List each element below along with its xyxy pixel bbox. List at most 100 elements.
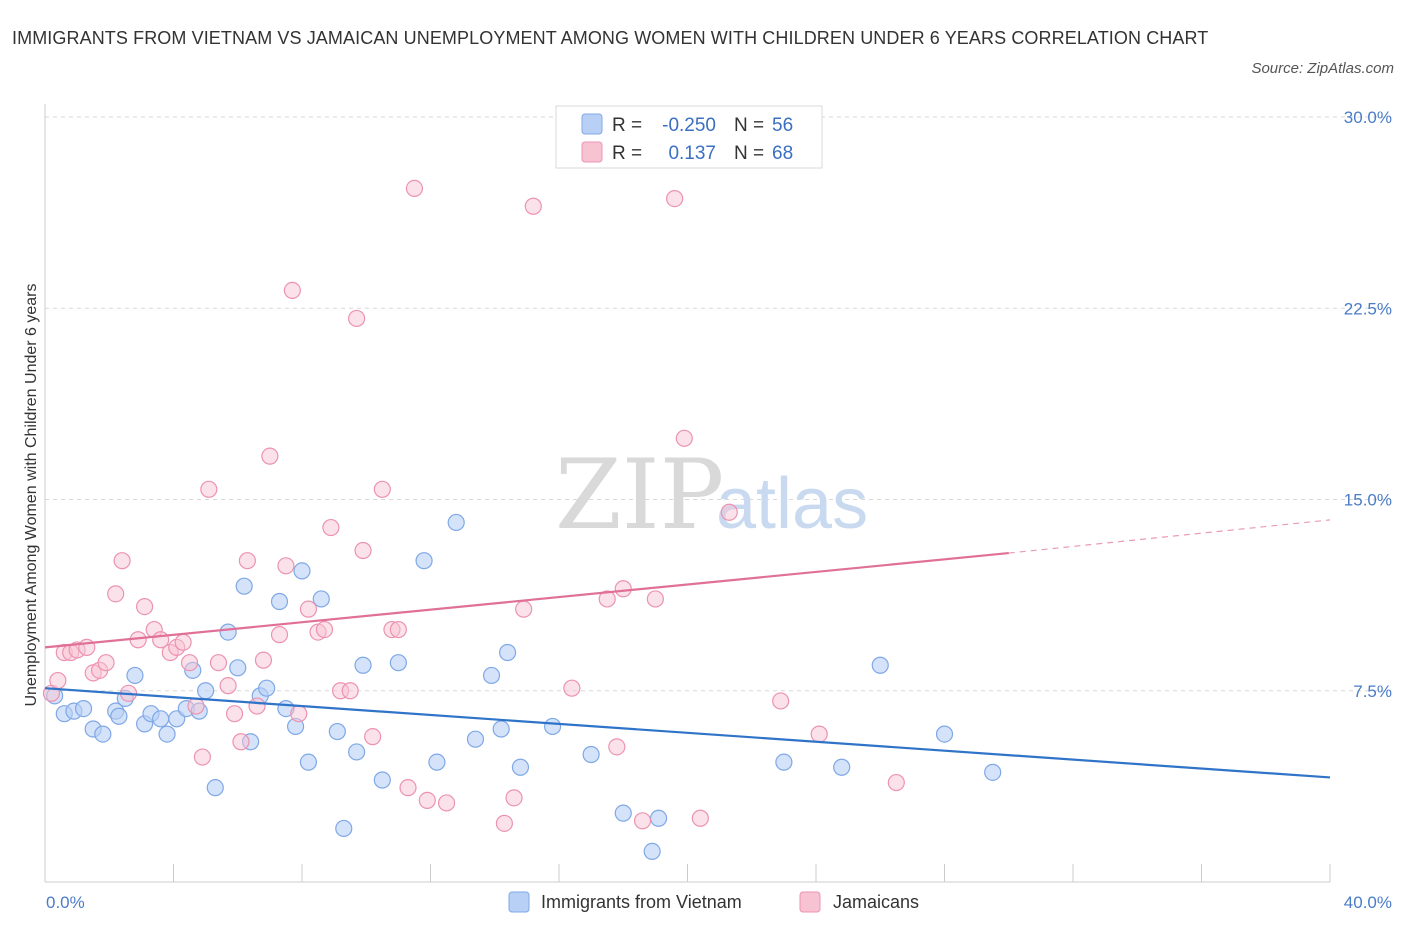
legend-swatch-jamaicans [581, 141, 603, 163]
point-vietnam [197, 682, 215, 700]
x-tick-label: 0.0% [46, 893, 85, 912]
point-jamaicans [261, 447, 279, 465]
point-jamaicans [49, 671, 67, 690]
point-vietnam [126, 666, 144, 685]
point-jamaicans [810, 725, 828, 743]
series-vietnam-points [46, 513, 1002, 861]
series-jamaicans-points [42, 179, 905, 832]
trend-line-jamaicans-extension [1008, 519, 1331, 554]
point-jamaicans [299, 600, 318, 618]
point-jamaicans [254, 651, 273, 669]
point-jamaicans [209, 654, 228, 672]
point-vietnam [871, 656, 889, 674]
point-vietnam [354, 656, 372, 674]
point-jamaicans [646, 590, 664, 608]
legend-r-label-jamaicans: R = [612, 143, 642, 164]
point-vietnam [328, 722, 346, 741]
point-jamaicans [373, 480, 391, 498]
point-jamaicans [608, 738, 626, 756]
watermark-zip: ZIP [555, 439, 724, 551]
point-vietnam [643, 842, 661, 861]
point-jamaicans [633, 812, 652, 830]
y-tick-label: 7.5% [1353, 682, 1392, 701]
point-jamaicans [341, 682, 359, 700]
point-jamaicans [107, 585, 125, 603]
point-jamaicans [437, 794, 456, 812]
point-jamaicans [614, 580, 632, 598]
tick-labels: 7.5% 15.0% 22.5% 30.0% 0.0% 40.0% [46, 108, 1392, 912]
point-vietnam [582, 745, 600, 764]
point-vietnam [492, 720, 510, 738]
point-vietnam [482, 666, 501, 685]
point-jamaicans [563, 679, 581, 697]
series-legend-swatch-vietnam[interactable] [508, 891, 530, 913]
point-vietnam [348, 743, 366, 761]
watermark: ZIP atlas [555, 439, 868, 551]
point-jamaicans [515, 600, 533, 618]
correlation-legend: R = -0.250 N = 56 R = 0.137 N = 68 [555, 105, 823, 169]
point-jamaicans [219, 677, 237, 695]
point-jamaicans [270, 626, 289, 644]
point-vietnam [415, 552, 433, 570]
point-jamaicans [354, 541, 372, 560]
series-legend-swatch-jamaicans[interactable] [799, 891, 821, 913]
x-tick-label: 40.0% [1344, 893, 1392, 912]
point-jamaicans [598, 590, 616, 608]
point-vietnam [775, 753, 793, 771]
point-vietnam [270, 592, 289, 611]
point-vietnam [335, 819, 353, 838]
point-vietnam [466, 730, 485, 748]
y-tick-label: 30.0% [1344, 108, 1392, 127]
point-jamaicans [505, 789, 523, 807]
point-jamaicans [113, 552, 131, 570]
point-vietnam [447, 513, 465, 532]
point-jamaicans [399, 779, 417, 797]
point-vietnam [373, 771, 391, 789]
point-vietnam [833, 758, 851, 776]
point-jamaicans [691, 809, 709, 827]
chart-title: IMMIGRANTS FROM VIETNAM VS JAMAICAN UNEM… [12, 28, 1209, 48]
point-jamaicans [135, 597, 154, 616]
point-jamaicans [238, 552, 256, 570]
legend-n-label-jamaicans: N = [734, 143, 764, 164]
point-jamaicans [97, 654, 115, 672]
point-vietnam [94, 725, 112, 743]
point-jamaicans [248, 697, 266, 715]
legend-swatch-vietnam [581, 113, 603, 135]
point-vietnam [229, 659, 247, 677]
watermark-atlas: atlas [716, 464, 868, 544]
point-jamaicans [174, 633, 192, 651]
series-legend: Immigrants from Vietnam Jamaicans [508, 891, 919, 913]
legend-n-value-jamaicans: 68 [772, 143, 793, 164]
point-vietnam [511, 758, 530, 776]
point-jamaicans [322, 518, 340, 537]
legend-r-value-vietnam: -0.250 [662, 115, 716, 136]
point-jamaicans [290, 705, 308, 723]
point-jamaicans [666, 190, 684, 208]
point-vietnam [219, 623, 237, 641]
point-vietnam [158, 725, 176, 743]
series-legend-label-jamaicans[interactable]: Jamaicans [833, 892, 919, 912]
point-vietnam [110, 707, 128, 725]
point-jamaicans [200, 480, 218, 498]
series-legend-label-vietnam[interactable]: Immigrants from Vietnam [541, 892, 742, 912]
point-jamaicans [193, 748, 212, 766]
point-vietnam [293, 562, 311, 580]
trend-lines [44, 519, 1331, 779]
legend-n-value-vietnam: 56 [772, 115, 793, 136]
point-jamaicans [315, 620, 334, 639]
point-jamaicans [187, 697, 205, 715]
legend-r-value-jamaicans: 0.137 [668, 143, 716, 164]
point-jamaicans [524, 197, 542, 215]
point-vietnam [152, 710, 170, 728]
point-jamaicans [887, 773, 905, 792]
y-tick-label: 15.0% [1344, 491, 1392, 510]
point-vietnam [935, 725, 954, 743]
trend-line-vietnam [44, 687, 1331, 779]
grid-lines [45, 116, 1390, 692]
point-jamaicans [675, 429, 693, 447]
point-vietnam [499, 643, 517, 662]
point-vietnam [206, 779, 224, 797]
y-tick-label: 22.5% [1344, 299, 1392, 318]
